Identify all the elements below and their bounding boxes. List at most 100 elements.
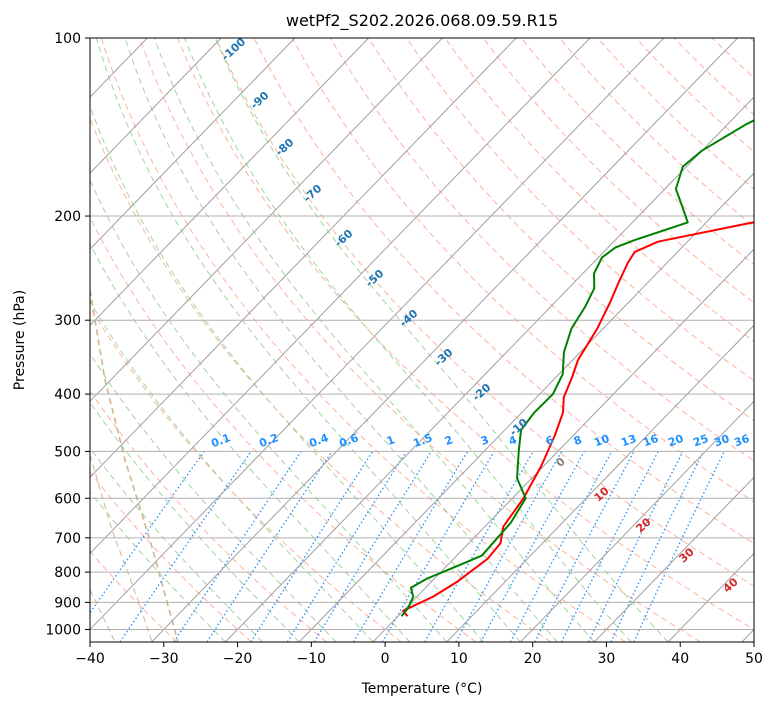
moist-adiabat--5 [90,352,337,642]
mixing-ratio-label-3: 0.6 [337,431,360,450]
mixing-ratio-line-15 [587,451,684,642]
isotherm--40 [90,38,665,631]
x-axis-title: Temperature (°C) [361,681,483,697]
dry-adiabat-50 [177,38,754,631]
mixing-ratio-label-1: 0.2 [257,431,280,450]
mixing-ratio-line-9 [424,451,534,642]
mixing-ratio-label-8: 4 [507,433,519,448]
isotherms [90,38,754,642]
y-tick-label-3: 700 [54,531,81,547]
mixing-ratio-line-14 [560,451,659,642]
y-tick-label-9: 100 [54,31,81,47]
dry-adiabat-20 [90,117,552,642]
x-tick-label-3: −10 [297,651,327,667]
y-tick-label-2: 800 [54,565,81,581]
mixing-ratio-line-1 [119,451,252,642]
y-axis-ticks: 1000 900 800 700 600 500 400 300 200 100 [45,31,90,638]
y-tick-label-8: 200 [54,209,81,225]
mixing-ratio-label-17: 36 [732,432,751,450]
mixing-ratio-label-7: 3 [479,433,491,448]
moist-adiabat-35 [184,38,632,642]
mixing-ratio-label-13: 16 [641,432,660,450]
x-tick-label-0: −40 [75,651,105,667]
x-axis-ticks: −40 −30 −20 −10 0 10 20 30 40 50 [75,642,763,667]
mixing-ratio-label-16: 30 [712,432,731,450]
y-tick-label-6: 400 [54,387,81,403]
x-tick-label-6: 20 [524,651,542,667]
mixing-ratio-label-10: 8 [572,433,584,448]
profile-series [400,119,754,617]
dry-adiabat-120 [444,38,754,343]
y-tick-label-1: 900 [54,595,81,611]
isobar-gridlines [90,38,754,630]
isotherm-10 [446,324,754,642]
y-tick-label-4: 600 [54,491,81,507]
moist-adiabat-30 [153,38,595,642]
dry-adiabat-30 [100,38,626,642]
mixing-ratio-label-5: 1.5 [411,431,434,450]
plot-frame [89,37,755,643]
moist-adiabat-20 [95,38,521,642]
temperature-profile [402,221,754,617]
x-tick-label-8: 40 [671,651,689,667]
x-tick-label-9: 50 [745,651,763,667]
isotherm--80 [90,38,369,326]
ccl-curve-2 [90,454,153,642]
ccl-curves [90,289,179,642]
dry-adiabat-110 [406,38,754,382]
moist-adiabats [90,38,669,642]
isotherm--30 [151,38,738,642]
plot-area: -100-90-80-70-60-50-40-30-20-10010203040… [90,38,754,642]
mixing-ratio-line-10 [455,451,563,642]
dry-adiabat-130 [482,38,754,304]
moist-adiabat--15 [90,447,263,642]
isotherm-0 [372,248,754,642]
dry-adiabat-10 [90,216,477,642]
y-tick-label-7: 300 [54,313,81,329]
mixing-ratio-line-4 [250,451,374,642]
mixing-ratio-label-12: 13 [619,432,638,449]
x-tick-label-2: −20 [223,651,253,667]
ccl-curve-1 [90,289,179,642]
x-tick-label-5: 10 [450,651,468,667]
y-tick-label-0: 1000 [45,622,81,638]
moist-adiabat-40 [214,38,669,642]
mixing-ratio-line-6 [313,451,432,642]
y-axis-title: Pressure (hPa) [12,290,28,390]
mixing-ratio-label-15: 25 [691,432,710,449]
x-tick-label-4: 0 [381,651,390,667]
mixing-ratio-label-14: 20 [666,432,685,450]
isotherm--20 [225,96,754,642]
moist-adiabat--10 [90,401,300,642]
moist-adiabat-25 [124,38,558,642]
isotherm--60 [90,38,517,479]
dry-adiabat--20 [90,471,252,642]
mixing-ratio-label-6: 2 [443,433,455,448]
moist-adiabat-5 [90,242,411,642]
mixing-ratio-label-0: 0.1 [209,431,232,450]
mixing-ratio-label-2: 0.4 [307,431,330,450]
mixing-ratio-label-11: 10 [592,432,611,450]
isotherm--90 [90,38,296,250]
isotherm-20 [520,400,754,642]
moist-adiabat-10 [90,178,448,642]
isotherm--100 [90,38,222,174]
mixing-ratio-label-4: 1 [385,433,397,448]
x-tick-label-1: −30 [149,651,179,667]
moist-adiabat-15 [90,104,484,642]
mixing-ratio-line-0 [90,451,205,614]
x-tick-label-7: 30 [598,651,616,667]
isotherm--50 [90,38,591,555]
mixing-ratio-line-3 [206,451,333,642]
y-tick-label-5: 500 [54,444,81,460]
isotherm--70 [90,38,443,403]
chart-title: wetPf2_S202.2026.068.09.59.R15 [286,11,558,31]
isotherm--10 [298,172,754,642]
mixing-ratio-line-2 [173,451,302,642]
isotherm-30 [593,476,754,642]
dewpoint-profile [400,119,754,617]
mixing-ratio-label-9: 6 [544,433,556,448]
dry-adiabat--10 [90,390,327,642]
